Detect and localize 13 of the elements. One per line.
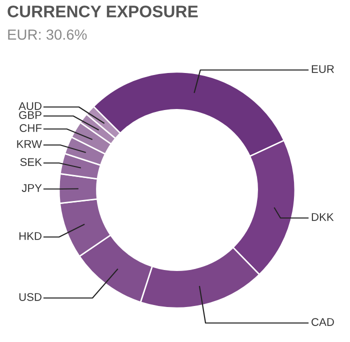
slice-label: HKD	[19, 232, 42, 240]
slice-label: AUD	[18, 102, 42, 110]
slice-label: DKK	[312, 213, 334, 221]
chart-subtitle: EUR: 30.6%	[8, 29, 87, 40]
slice-label: EUR	[312, 65, 334, 73]
slice-label: GBP	[19, 111, 42, 119]
slice-label: USD	[19, 293, 42, 301]
slice-label: JPY	[22, 184, 42, 192]
slice-label: KRW	[17, 140, 42, 148]
slice-label: SEK	[20, 158, 42, 166]
slice-label: CAD	[312, 318, 334, 326]
slice-label: CHF	[20, 124, 42, 132]
chart-title: CURRENCY EXPOSURE	[8, 6, 198, 18]
